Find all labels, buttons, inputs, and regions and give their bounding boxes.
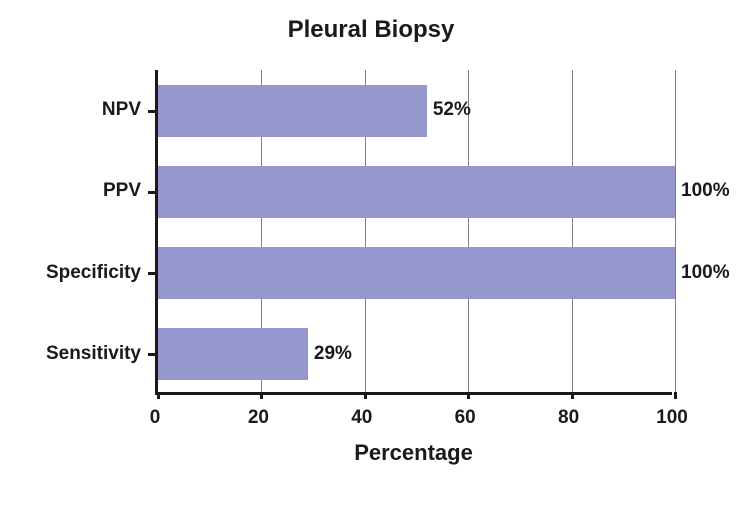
chart-title: Pleural Biopsy <box>0 16 742 44</box>
x-tick <box>674 392 677 399</box>
x-tick <box>260 392 263 399</box>
bar-value-label: 100% <box>681 180 730 202</box>
y-tick <box>148 272 155 275</box>
y-category-label: NPV <box>102 99 141 121</box>
x-tick-label: 80 <box>558 407 579 429</box>
bar <box>158 85 427 137</box>
y-category-label: Specificity <box>46 262 141 284</box>
y-category-label: Sensitivity <box>46 343 141 365</box>
x-tick-label: 60 <box>455 407 476 429</box>
x-tick-label: 100 <box>656 407 688 429</box>
chart-container: Pleural Biopsy 52%100%100%29% NPVPPVSpec… <box>0 0 742 505</box>
bar-value-label: 52% <box>433 99 471 121</box>
x-axis-title: Percentage <box>155 440 672 466</box>
bar <box>158 247 675 299</box>
y-category-label: PPV <box>103 180 141 202</box>
x-tick <box>571 392 574 399</box>
x-tick-label: 40 <box>351 407 372 429</box>
plot-area: 52%100%100%29% <box>155 70 672 395</box>
gridline <box>675 70 676 392</box>
x-tick-label: 20 <box>248 407 269 429</box>
y-tick <box>148 191 155 194</box>
bar <box>158 166 675 218</box>
bar <box>158 328 308 380</box>
x-tick <box>364 392 367 399</box>
bar-value-label: 100% <box>681 262 730 284</box>
bar-value-label: 29% <box>314 343 352 365</box>
y-tick <box>148 353 155 356</box>
x-tick-label: 0 <box>150 407 161 429</box>
y-tick <box>148 110 155 113</box>
x-tick <box>467 392 470 399</box>
x-tick <box>157 392 160 399</box>
gridline <box>572 70 573 392</box>
